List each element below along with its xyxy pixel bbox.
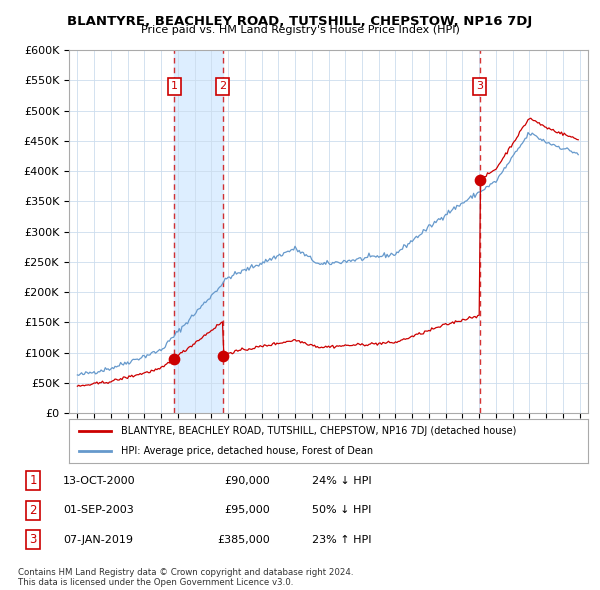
Text: 2: 2 (29, 504, 37, 517)
Text: £95,000: £95,000 (224, 506, 270, 515)
Text: 24% ↓ HPI: 24% ↓ HPI (312, 476, 371, 486)
Text: £385,000: £385,000 (217, 535, 270, 545)
Text: 3: 3 (29, 533, 37, 546)
Text: HPI: Average price, detached house, Forest of Dean: HPI: Average price, detached house, Fore… (121, 446, 373, 455)
Point (218, 351, 227, 360)
Point (475, 175, 484, 185)
Text: 1: 1 (171, 81, 178, 91)
Text: 13-OCT-2000: 13-OCT-2000 (63, 476, 136, 486)
Text: 2: 2 (219, 81, 226, 91)
Text: 3: 3 (476, 81, 483, 91)
Text: 1: 1 (29, 474, 37, 487)
Text: This data is licensed under the Open Government Licence v3.0.: This data is licensed under the Open Gov… (18, 578, 293, 588)
Text: Contains HM Land Registry data © Crown copyright and database right 2024.: Contains HM Land Registry data © Crown c… (18, 568, 353, 577)
Text: Price paid vs. HM Land Registry's House Price Index (HPI): Price paid vs. HM Land Registry's House … (140, 25, 460, 35)
Text: 50% ↓ HPI: 50% ↓ HPI (312, 506, 371, 515)
Text: BLANTYRE, BEACHLEY ROAD, TUTSHILL, CHEPSTOW, NP16 7DJ (detached house): BLANTYRE, BEACHLEY ROAD, TUTSHILL, CHEPS… (121, 427, 516, 436)
Text: 07-JAN-2019: 07-JAN-2019 (63, 535, 133, 545)
Point (170, 354, 179, 363)
Bar (175, 50, 223, 413)
Text: 01-SEP-2003: 01-SEP-2003 (63, 506, 134, 515)
Text: £90,000: £90,000 (224, 476, 270, 486)
Text: BLANTYRE, BEACHLEY ROAD, TUTSHILL, CHEPSTOW, NP16 7DJ: BLANTYRE, BEACHLEY ROAD, TUTSHILL, CHEPS… (67, 15, 533, 28)
Text: 23% ↑ HPI: 23% ↑ HPI (312, 535, 371, 545)
